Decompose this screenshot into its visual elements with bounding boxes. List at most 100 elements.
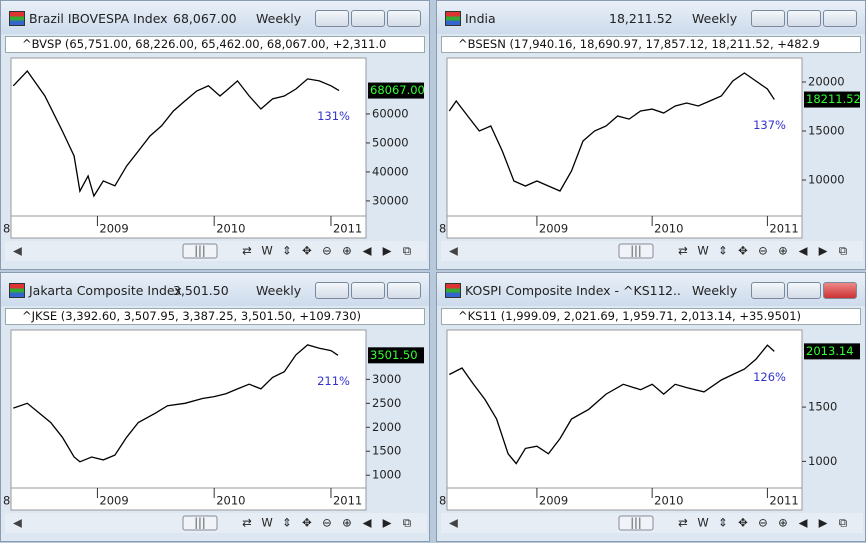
x-tick-label: 2011 <box>333 494 362 508</box>
x-tick-label: 8 <box>3 494 10 508</box>
minimize-button[interactable] <box>751 10 785 27</box>
toolbar-button[interactable]: ⇄ <box>242 516 252 530</box>
window-title: India <box>465 11 496 26</box>
plot-area <box>446 329 803 489</box>
toolbar-button[interactable]: ◀ <box>799 244 808 258</box>
toolbar-button[interactable]: ⇄ <box>678 516 688 530</box>
toolbar-button[interactable]: ✥ <box>738 516 748 530</box>
minimize-button[interactable] <box>315 10 349 27</box>
plot-area <box>10 329 367 489</box>
window-price: 18,211.52 <box>609 11 673 26</box>
price-line <box>448 72 775 192</box>
toolbar-button[interactable]: ⇕ <box>282 516 292 530</box>
plot-area <box>10 57 367 217</box>
title-bar: Jakarta Composite Index 3,501.50 Weekly <box>1 273 429 306</box>
chart-window: Jakarta Composite Index 3,501.50 Weekly ^JK… <box>0 272 430 542</box>
title-bar: Brazil IBOVESPA Index 68,067.00 Weekly <box>1 1 429 34</box>
minimize-button[interactable] <box>315 282 349 299</box>
scroll-thumb[interactable] <box>182 515 218 531</box>
toolbar-button[interactable]: ▶ <box>819 244 828 258</box>
x-axis-area <box>10 487 367 511</box>
toolbar-button[interactable]: ⧉ <box>839 244 848 258</box>
price-line <box>449 344 775 465</box>
y-tick-label: 1000 <box>372 468 401 482</box>
maximize-button[interactable] <box>787 10 821 27</box>
close-button[interactable] <box>823 282 857 299</box>
toolbar-button[interactable]: ▶ <box>383 516 392 530</box>
toolbar-button[interactable]: ⊕ <box>342 244 352 258</box>
x-tick-label: 8 <box>439 222 446 236</box>
x-tick-label: 2009 <box>99 222 128 236</box>
window-icon <box>445 283 461 298</box>
toolbar-button[interactable]: ⧉ <box>839 516 848 530</box>
toolbar-button[interactable]: ▶ <box>819 516 828 530</box>
maximize-button[interactable] <box>351 282 385 299</box>
symbol-bar: ^BVSP (65,751.00, 68,226.00, 65,462.00, … <box>5 36 425 53</box>
x-tick-label: 2009 <box>539 494 568 508</box>
close-button[interactable] <box>823 10 857 27</box>
scroll-left[interactable]: ◀ <box>13 244 22 258</box>
scroll-left[interactable]: ◀ <box>13 516 22 530</box>
title-bar: India 18,211.52 Weekly <box>437 1 865 34</box>
symbol-bar: ^JKSE (3,392.60, 3,507.95, 3,387.25, 3,5… <box>5 308 425 325</box>
scroll-thumb[interactable] <box>618 243 654 259</box>
toolbar-button[interactable]: W <box>697 516 708 530</box>
toolbar-button[interactable]: ✥ <box>738 244 748 258</box>
toolbar-button[interactable]: ⇄ <box>678 244 688 258</box>
toolbar-button[interactable]: ⇕ <box>718 516 728 530</box>
window-price: 2.. <box>665 283 681 298</box>
toolbar-button[interactable]: W <box>261 516 272 530</box>
y-tick-label: 1500 <box>808 400 837 414</box>
x-tick-label: 8 <box>3 222 10 236</box>
toolbar-button[interactable]: W <box>697 244 708 258</box>
x-tick-label: 2010 <box>654 222 683 236</box>
close-button[interactable] <box>387 282 421 299</box>
plot-area <box>446 57 803 217</box>
window-title: Brazil IBOVESPA Index <box>29 11 168 26</box>
scroll-left[interactable]: ◀ <box>449 244 458 258</box>
last-value-label: 18211.52 <box>806 92 861 106</box>
minimize-button[interactable] <box>751 282 785 299</box>
toolbar-button[interactable]: ✥ <box>302 244 312 258</box>
toolbar-button[interactable]: ⊖ <box>322 516 332 530</box>
toolbar-button[interactable]: ⊕ <box>342 516 352 530</box>
scroll-thumb-grip: ||| <box>194 516 206 530</box>
toolbar-button[interactable]: ⊕ <box>778 244 788 258</box>
toolbar-button[interactable]: ⊖ <box>758 516 768 530</box>
percent-annotation: 211% <box>317 374 350 388</box>
scroll-left[interactable]: ◀ <box>449 516 458 530</box>
x-tick-label: 2011 <box>769 222 798 236</box>
window-title: KOSPI Composite Index - ^KS11 <box>465 283 666 298</box>
toolbar-button[interactable]: ⧉ <box>403 244 412 258</box>
price-line <box>13 344 339 463</box>
toolbar-button[interactable]: ⇕ <box>282 244 292 258</box>
toolbar-button[interactable]: ⇕ <box>718 244 728 258</box>
toolbar-button[interactable]: ▶ <box>383 244 392 258</box>
toolbar-button[interactable]: ⊕ <box>778 516 788 530</box>
toolbar-button[interactable]: ⊖ <box>758 244 768 258</box>
toolbar-button[interactable]: ◀ <box>363 244 372 258</box>
maximize-button[interactable] <box>787 282 821 299</box>
percent-annotation: 137% <box>753 118 786 132</box>
toolbar-button[interactable]: W <box>261 244 272 258</box>
toolbar-button[interactable]: ◀ <box>363 516 372 530</box>
scroll-thumb[interactable] <box>182 243 218 259</box>
window-interval: Weekly <box>692 11 738 26</box>
window-icon <box>9 283 25 298</box>
toolbar-button[interactable]: ⧉ <box>403 516 412 530</box>
x-tick-label: 2011 <box>769 494 798 508</box>
toolbar-button[interactable]: ◀ <box>799 516 808 530</box>
window-title: Jakarta Composite Index <box>29 283 182 298</box>
toolbar-button[interactable]: ✥ <box>302 516 312 530</box>
y-tick-label: 30000 <box>372 193 409 207</box>
chart: 1000 1500 2000 2500 3000 8 2009 2010 2011 3501.50… <box>3 329 427 533</box>
toolbar-button[interactable]: ⊖ <box>322 244 332 258</box>
x-axis-area <box>446 487 803 511</box>
window-interval: Weekly <box>256 283 302 298</box>
last-value-box <box>368 347 424 364</box>
close-button[interactable] <box>387 10 421 27</box>
toolbar-button[interactable]: ⇄ <box>242 244 252 258</box>
maximize-button[interactable] <box>351 10 385 27</box>
scroll-thumb[interactable] <box>618 515 654 531</box>
y-tick-label: 50000 <box>372 135 409 149</box>
